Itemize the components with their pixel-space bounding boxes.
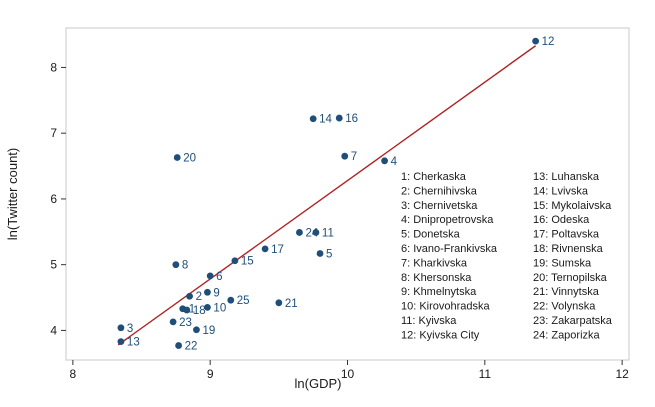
data-point [172, 261, 180, 269]
data-point [183, 306, 191, 314]
legend-item: 22: Volynska [533, 301, 596, 313]
legend-item: 11: Kyivska [401, 315, 457, 327]
data-point-label: 19 [202, 325, 215, 337]
data-point-label: 22 [185, 341, 198, 353]
legend-item: 17: Poltavska [533, 229, 600, 241]
x-tick-label: 10 [341, 367, 355, 381]
legend-item: 12: Kyivska City [401, 329, 480, 341]
data-point-label: 20 [183, 153, 196, 165]
data-point [381, 157, 388, 165]
data-point-label: 11 [322, 227, 334, 239]
legend-item: 20: Ternopilska [533, 272, 608, 284]
legend-item: 10: Kirovohradska [401, 301, 491, 313]
data-point-label: 10 [213, 302, 226, 314]
y-tick-label: 7 [50, 126, 57, 140]
data-point-label: 25 [237, 295, 250, 307]
data-point [204, 288, 211, 296]
data-point [335, 114, 343, 122]
data-point [261, 245, 269, 253]
data-point [117, 338, 125, 345]
legend-item: 19: Sumska [533, 257, 592, 269]
data-point-label: 17 [271, 244, 284, 256]
legend-item: 5: Donetska [401, 229, 461, 241]
data-point [231, 257, 239, 265]
x-axis-title: ln(GDP) [295, 376, 342, 391]
data-point-label: 14 [319, 114, 332, 126]
data-point-label: 5 [326, 248, 332, 260]
data-point-label: 3 [127, 323, 133, 335]
data-point [532, 37, 540, 45]
data-point [227, 296, 235, 304]
data-point [175, 342, 183, 349]
legend-item: 9: Khmelnytska [401, 286, 477, 298]
data-point-label: 8 [182, 260, 188, 272]
data-point-label: 9 [213, 287, 219, 299]
data-point-label: 12 [542, 36, 555, 48]
data-point [309, 115, 317, 123]
y-tick-label: 6 [50, 192, 57, 206]
legend-item: 14: Lvivska [533, 185, 589, 197]
legend-item: 23: Zakarpatska [533, 315, 613, 327]
y-tick-label: 4 [50, 323, 57, 337]
data-point [312, 229, 320, 236]
data-point-label: 21 [285, 298, 298, 310]
data-point [204, 304, 211, 311]
legend-item: 3: Chernivetska [401, 200, 478, 212]
y-axis-title: ln(Twitter count) [5, 148, 20, 240]
data-point-label: 15 [241, 256, 254, 268]
legend-item: 6: Ivano-Frankivska [401, 243, 498, 255]
data-point [117, 324, 125, 332]
legend-item: 4: Dnipropetrovska [401, 214, 494, 226]
data-point [169, 318, 177, 326]
data-point [296, 229, 303, 236]
legend-item: 15: Mykolaivska [533, 200, 612, 212]
legend-item: 21: Vinnytska [533, 286, 600, 298]
data-point-label: 16 [345, 113, 358, 125]
x-tick-label: 11 [479, 367, 492, 381]
data-point-label: 6 [216, 271, 222, 283]
data-point [186, 292, 193, 300]
data-point [173, 154, 181, 161]
points-layer: 1234567891011121314151617181920212223242… [117, 36, 555, 353]
legend-item: 2: Chernihivska [401, 185, 478, 197]
legend-item: 1: Cherkaska [401, 171, 467, 183]
data-point [316, 250, 324, 257]
data-point [275, 299, 283, 307]
legend-item: 16: Odeska [533, 214, 590, 226]
data-point [206, 272, 214, 280]
data-point-label: 24 [305, 227, 318, 239]
y-tick-label: 5 [50, 258, 57, 272]
legend: 1: Cherkaska 2: Chernihivska 3: Chernivets… [401, 171, 613, 341]
x-tick-label: 12 [615, 367, 629, 381]
data-point-label: 7 [351, 151, 357, 163]
data-point [341, 152, 349, 160]
y-tick-label: 8 [50, 60, 57, 74]
plot-area [65, 27, 630, 361]
legend-item: 7: Kharkivska [401, 257, 468, 269]
data-point-label: 13 [127, 337, 140, 349]
data-point-label: 23 [179, 317, 192, 329]
x-tick-label: 9 [207, 367, 214, 381]
data-point-label: 2 [196, 291, 202, 303]
legend-item: 18: Rivnenska [533, 243, 604, 255]
x-tick-label: 8 [70, 367, 77, 381]
legend-item: 24: Zaporizka [533, 329, 601, 341]
data-point-label: 18 [193, 305, 206, 317]
data-point-label: 1 [189, 304, 195, 316]
data-point [193, 326, 200, 334]
legend-item: 13: Luhanska [533, 171, 600, 183]
data-point-label: 4 [391, 156, 398, 168]
legend-item: 8: Khersonska [401, 272, 472, 284]
